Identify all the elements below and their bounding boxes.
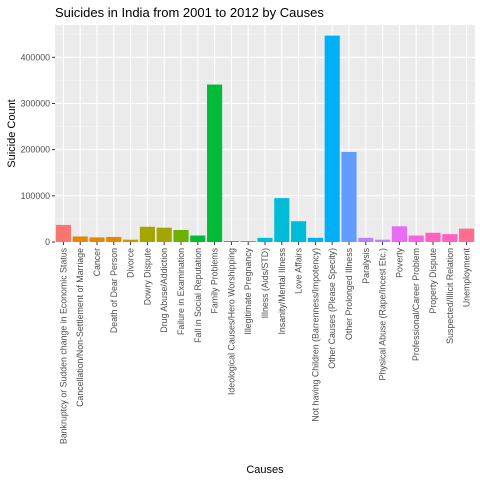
x-tick-label: Drug Abuse/Addiction: [159, 248, 169, 333]
x-tick-label: Cancer: [92, 248, 102, 276]
bar: [459, 228, 475, 242]
bar: [408, 235, 424, 242]
x-tick-label: Property Dispute: [428, 248, 438, 314]
bar: [156, 227, 172, 242]
y-axis-ticks: 0 100000 200000 300000 400000: [21, 52, 55, 247]
x-tick-label: Physical Abuse (Rape/Incest Etc.): [378, 248, 388, 381]
y-tick-label: 100000: [21, 191, 50, 201]
x-tick-label: Illegitimate Pregnancy: [243, 247, 253, 334]
bar: [358, 237, 374, 242]
bar: [123, 239, 139, 242]
x-tick-label: Poverty: [394, 247, 404, 277]
y-tick-label: 300000: [21, 98, 50, 108]
x-tick-label: Not having Children (Barrenness/Impotenc…: [310, 248, 320, 422]
bar: [274, 198, 290, 242]
x-tick-label: Death of Dear Person: [109, 248, 119, 333]
bar: [307, 237, 323, 242]
bar: [442, 234, 458, 242]
x-tick-label: Other Prolonged Illness: [344, 247, 354, 340]
y-axis-title: Suicide Count: [6, 99, 18, 168]
bar: [139, 226, 155, 242]
y-tick-label: 200000: [21, 145, 50, 155]
x-tick-label: Failure in Examination: [176, 248, 186, 335]
bar: [375, 239, 391, 242]
x-tick-label: Fall in Social Reputation: [193, 248, 203, 343]
x-tick-label: Family Problems: [210, 247, 220, 313]
bar: [72, 236, 88, 242]
x-axis-ticks: Bankruptcy or Sudden change in Economic …: [58, 242, 472, 444]
x-tick-label: Cancellation/Non-Settlement of Marriage: [75, 248, 85, 407]
x-tick-label: Unemployment: [462, 247, 472, 307]
x-tick-label: Bankruptcy or Sudden change in Economic …: [58, 247, 68, 444]
bar: [341, 151, 357, 242]
x-tick-label: Paralysis: [361, 247, 371, 283]
chart-title: Suicides in India from 2001 to 2012 by C…: [55, 5, 324, 20]
x-tick-label: Illness (Aids/STD): [260, 248, 270, 318]
bar: [425, 232, 441, 242]
x-tick-label: Dowry Dispute: [142, 248, 152, 305]
x-tick-label: Ideological Causes/Hero Worshipping: [226, 248, 236, 395]
bar: [257, 237, 273, 242]
bar: [240, 241, 256, 242]
bar: [391, 226, 407, 242]
bar: [223, 241, 239, 242]
x-tick-label: Love Affairs: [294, 247, 304, 293]
y-tick-label: 0: [45, 237, 50, 247]
x-tick-label: Suspected/Illicit Relation: [445, 248, 455, 344]
bar: [106, 236, 122, 242]
x-tick-label: Professional/Career Problem: [411, 248, 421, 361]
x-tick-label: Other Causes (Please Specity): [327, 248, 337, 369]
bar: [55, 224, 71, 242]
bar: [190, 235, 206, 242]
x-axis-title: Causes: [246, 464, 284, 476]
bar: [324, 35, 340, 243]
x-tick-label: Divorce: [126, 248, 136, 278]
bar: [89, 237, 105, 242]
y-tick-label: 400000: [21, 52, 50, 62]
x-tick-label: Insanity/Mental Illness: [277, 247, 287, 334]
bar: [291, 221, 307, 242]
bar: [173, 229, 189, 242]
bars: [55, 35, 475, 243]
bar: [207, 84, 223, 243]
